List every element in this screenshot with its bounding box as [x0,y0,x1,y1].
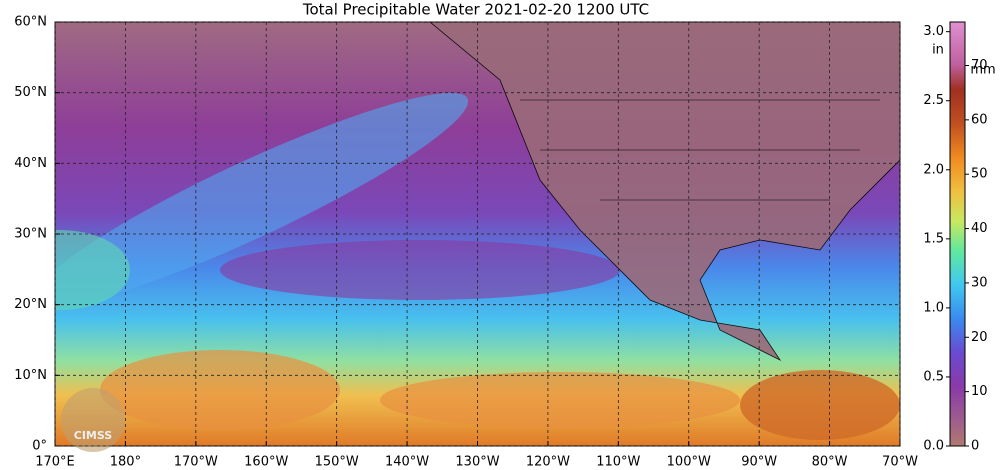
colorbar-in-label: 1.0 [923,300,944,315]
colorbar-mm-label: 50 [971,167,988,182]
colorbar-unit-mm: mm [970,63,995,78]
x-tick-label: 100°W [667,455,711,470]
colorbar-mm-label: 30 [971,275,988,290]
colorbar-in-label: 1.5 [923,231,944,246]
y-tick-label: 20°N [14,297,47,312]
colorbar-in-label: 2.5 [923,93,944,108]
x-tick-label: 170°E [35,455,75,470]
colorbar [949,21,966,447]
y-tick-label: 0° [32,439,47,454]
colorbar-mm-label: 60 [971,112,988,127]
colorbar-unit-in: in [932,43,944,58]
colorbar-mm-label: 0 [971,439,979,454]
colorbar-in-label: 0.5 [923,369,944,384]
colorbar-mm-label: 40 [971,221,988,236]
x-tick-label: 90°W [741,455,777,470]
x-tick-label: 160°W [244,455,288,470]
x-tick-label: 130°W [455,455,499,470]
colorbar-in-label: 2.0 [923,162,944,177]
colorbar-mm-label: 10 [971,384,988,399]
x-tick-label: 140°W [385,455,429,470]
colorbar-in-label: 3.0 [923,24,944,39]
y-tick-label: 30°N [14,227,47,242]
title: Total Precipitable Water 2021-02-20 1200… [302,1,649,19]
x-tick-label: 70°W [882,455,918,470]
y-tick-label: 40°N [14,156,47,171]
y-tick-label: 60°N [14,15,47,30]
logo: CIMSS [61,388,125,452]
x-tick-label: 180° [110,455,141,470]
x-tick-label: 150°W [315,455,359,470]
x-tick-label: 80°W [812,455,848,470]
x-tick-label: 110°W [596,455,640,470]
logo-text: CIMSS [74,429,113,442]
colorbar-in-label: 0.0 [923,439,944,454]
x-tick-label: 170°W [174,455,218,470]
colorbar-mm-label: 70 [971,58,988,73]
colorbar-mm-label: 20 [971,330,988,345]
y-tick-label: 10°N [14,368,47,383]
x-tick-label: 120°W [526,455,570,470]
y-tick-label: 50°N [14,85,47,100]
